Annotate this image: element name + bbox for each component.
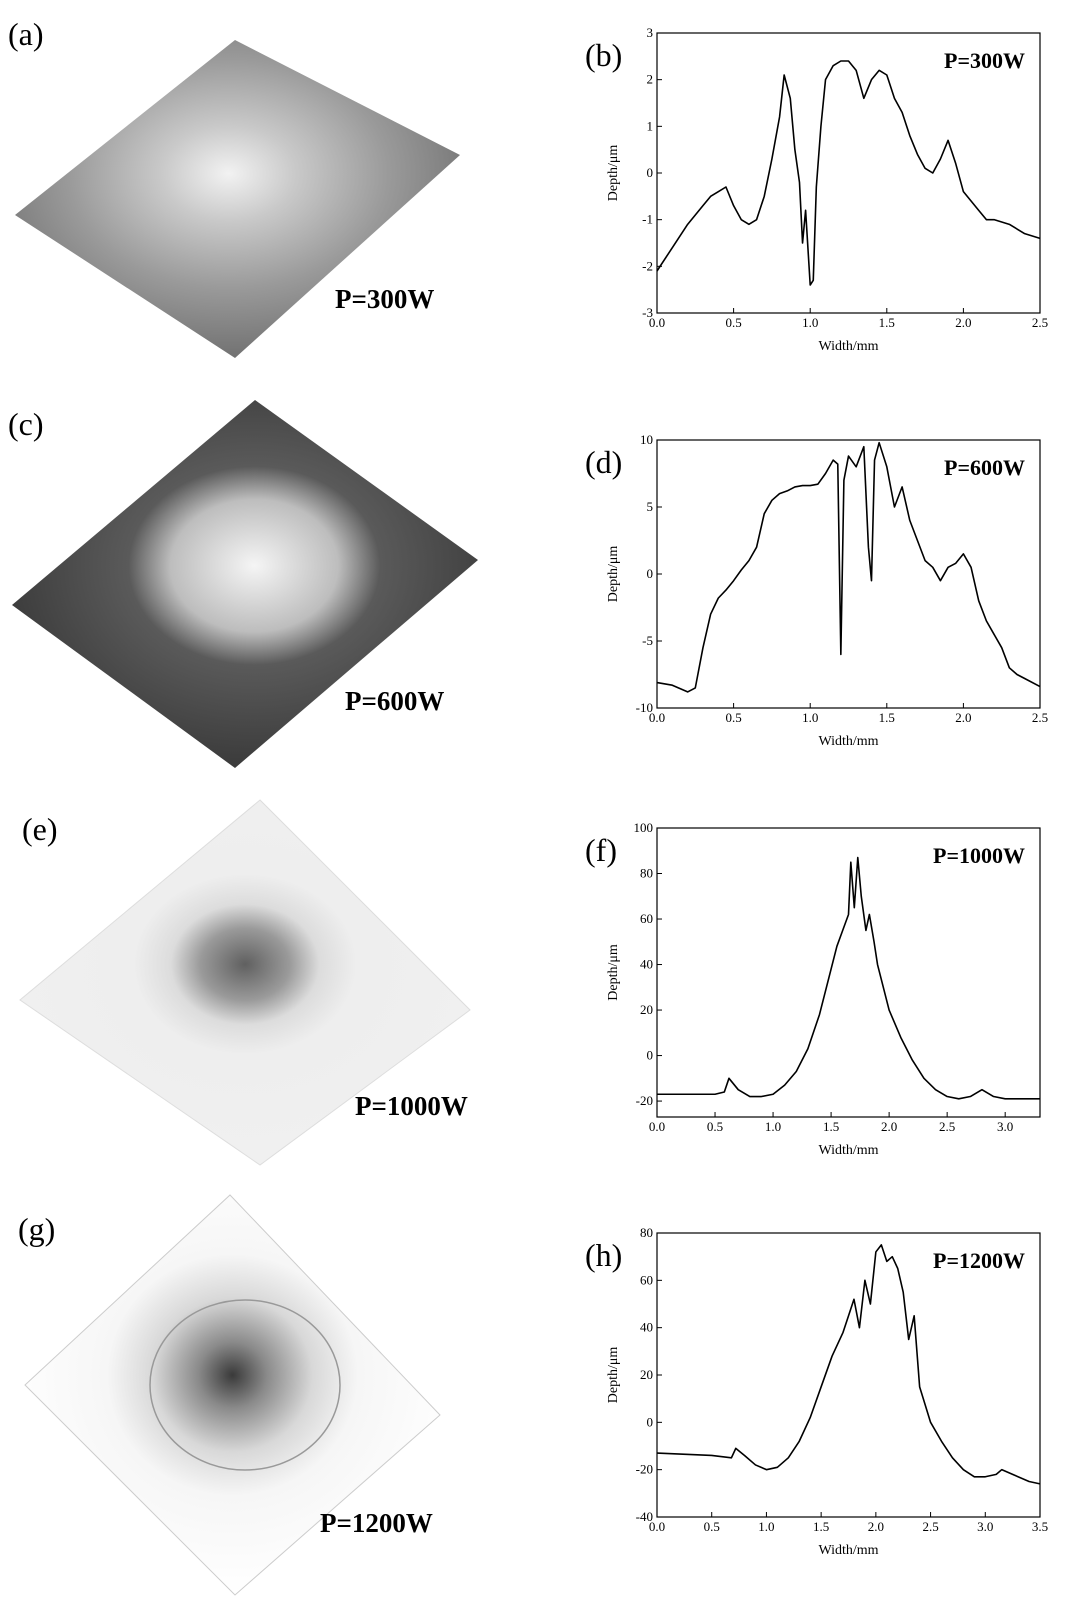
- y-tick-label: 0: [647, 165, 654, 180]
- panel-label: (e): [22, 811, 58, 847]
- annotation: P=1200W: [933, 1248, 1025, 1273]
- x-tick-label: 1.5: [813, 1519, 829, 1534]
- surface-image: [12, 400, 478, 768]
- y-tick-label: -2: [642, 258, 653, 273]
- x-tick-label: 1.5: [879, 315, 895, 330]
- annotation: P=600W: [944, 455, 1025, 480]
- panel-label: (a): [8, 16, 44, 52]
- x-tick-label: 1.0: [802, 315, 818, 330]
- panel-label: (b): [585, 37, 622, 73]
- y-tick-label: 0: [647, 1048, 654, 1063]
- x-tick-label: 1.0: [758, 1519, 774, 1534]
- y-tick-label: 3: [647, 25, 654, 40]
- x-tick-label: 3.0: [997, 1119, 1013, 1134]
- surface-image: [19, 799, 471, 1166]
- x-tick-label: 0.5: [707, 1119, 723, 1134]
- y-tick-label: 60: [640, 1272, 653, 1287]
- x-tick-label: 2.5: [922, 1519, 938, 1534]
- x-tick-label: 2.0: [868, 1519, 884, 1534]
- image-panel: (g) P=1200W: [18, 1194, 441, 1596]
- x-axis-label: Width/mm: [818, 1143, 878, 1158]
- y-tick-label: -20: [636, 1093, 653, 1108]
- panel-label: (f): [585, 832, 617, 868]
- y-tick-label: 10: [640, 432, 653, 447]
- x-tick-label: 2.5: [1032, 710, 1048, 725]
- x-tick-label: 2.5: [1032, 315, 1048, 330]
- x-tick-label: 2.0: [955, 710, 971, 725]
- image-caption: P=600W: [345, 686, 444, 716]
- y-tick-label: -10: [636, 700, 653, 715]
- x-tick-label: 0.0: [649, 1519, 665, 1534]
- plot-frame: [656, 439, 1041, 709]
- data-line: [656, 60, 1041, 286]
- y-tick-label: -1: [642, 212, 653, 227]
- x-tick-label: 0.0: [649, 315, 665, 330]
- image-panel: (c) P=600W: [8, 400, 478, 768]
- panel-label: (d): [585, 444, 622, 480]
- x-tick-label: 0.5: [725, 315, 741, 330]
- y-tick-label: -20: [636, 1462, 653, 1477]
- surface-image: [15, 40, 460, 358]
- y-tick-label: 80: [640, 866, 653, 881]
- x-tick-label: 3.5: [1032, 1519, 1048, 1534]
- ring: [149, 1299, 341, 1471]
- x-tick-label: 3.0: [977, 1519, 993, 1534]
- x-tick-label: 1.0: [802, 710, 818, 725]
- x-tick-label: 1.5: [879, 710, 895, 725]
- y-axis-label: Depth/μm: [606, 1347, 621, 1404]
- chart: 0.0 0.5 1.0 1.5 2.0 2.5 -10 -5 0 5 10 Width/mm Depth…: [585, 432, 1048, 749]
- panel-label: (c): [8, 406, 44, 442]
- y-tick-label: -40: [636, 1509, 653, 1524]
- data-line: [656, 441, 1041, 693]
- chart: 0.0 0.5 1.0 1.5 2.0 2.5 -3 -2 -1 0 1 2 3 Width/mm Dept…: [585, 25, 1048, 354]
- y-tick-label: 20: [640, 1002, 653, 1017]
- x-tick-label: 2.0: [881, 1119, 897, 1134]
- y-axis-label: Depth/μm: [606, 944, 621, 1001]
- y-tick-label: 0: [647, 566, 654, 581]
- annotation: P=1000W: [933, 843, 1025, 868]
- y-tick-label: 40: [640, 1320, 653, 1335]
- chart: 0.0 0.5 1.0 1.5 2.0 2.5 3.0 3.5 -40 -20 0 20 40 60 80 W…: [585, 1225, 1048, 1558]
- y-tick-label: 1: [647, 118, 654, 133]
- x-tick-label: 0.0: [649, 1119, 665, 1134]
- y-tick-label: 100: [634, 820, 654, 835]
- x-tick-label: 0.5: [704, 1519, 720, 1534]
- x-tick-label: 2.0: [955, 315, 971, 330]
- x-axis-label: Width/mm: [818, 734, 878, 749]
- y-tick-label: -3: [642, 305, 653, 320]
- plot-frame: [656, 32, 1041, 314]
- y-tick-label: 40: [640, 957, 653, 972]
- y-tick-label: 20: [640, 1367, 653, 1382]
- y-tick-label: 80: [640, 1225, 653, 1240]
- y-tick-label: -5: [642, 633, 653, 648]
- x-axis-label: Width/mm: [818, 339, 878, 354]
- surface-image: [24, 1194, 441, 1596]
- data-line: [656, 1244, 1041, 1485]
- chart: 0.0 0.5 1.0 1.5 2.0 2.5 3.0 -20 0 20 40 60 80 100 Widt…: [585, 820, 1041, 1158]
- y-tick-label: 2: [647, 72, 654, 87]
- x-tick-label: 1.0: [765, 1119, 781, 1134]
- x-tick-label: 2.5: [939, 1119, 955, 1134]
- y-tick-label: 0: [647, 1414, 654, 1429]
- x-tick-label: 0.5: [725, 710, 741, 725]
- x-tick-label: 1.5: [823, 1119, 839, 1134]
- image-panel: (a) P=300W: [8, 16, 460, 358]
- y-axis-label: Depth/μm: [606, 546, 621, 603]
- x-axis-label: Width/mm: [818, 1543, 878, 1558]
- plot-frame: [656, 827, 1041, 1118]
- image-caption: P=300W: [335, 284, 434, 314]
- data-line: [657, 856, 1040, 1100]
- image-caption: P=1000W: [355, 1091, 468, 1121]
- image-panel: (e) P=1000W: [19, 799, 471, 1166]
- y-axis-label: Depth/μm: [606, 145, 621, 202]
- image-caption: P=1200W: [320, 1508, 433, 1538]
- annotation: P=300W: [944, 48, 1025, 73]
- y-tick-label: 5: [647, 499, 654, 514]
- y-tick-label: 60: [640, 911, 653, 926]
- panel-label: (h): [585, 1237, 622, 1273]
- plot-frame: [656, 1232, 1041, 1518]
- x-tick-label: 0.0: [649, 710, 665, 725]
- panel-label: (g): [18, 1211, 55, 1247]
